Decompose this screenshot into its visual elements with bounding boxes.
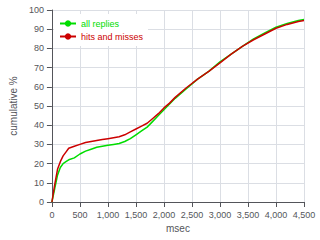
svg-text:70: 70 [34,63,44,73]
svg-text:4,500: 4,500 [293,210,316,220]
svg-text:2,500: 2,500 [181,210,204,220]
svg-text:10: 10 [34,178,44,188]
svg-text:40: 40 [34,120,44,130]
svg-text:1,000: 1,000 [97,210,120,220]
svg-text:2,000: 2,000 [153,210,176,220]
svg-text:3,500: 3,500 [237,210,260,220]
svg-text:100: 100 [29,5,44,15]
svg-text:all replies: all replies [81,19,120,29]
svg-text:20: 20 [34,159,44,169]
svg-text:3,000: 3,000 [209,210,232,220]
svg-text:cumulative %: cumulative % [8,76,19,136]
svg-text:4,000: 4,000 [265,210,288,220]
svg-text:msec: msec [166,223,190,234]
svg-text:60: 60 [34,82,44,92]
svg-text:hits and misses: hits and misses [81,32,144,42]
svg-text:0: 0 [49,210,54,220]
svg-text:80: 80 [34,43,44,53]
svg-text:1,500: 1,500 [125,210,148,220]
svg-text:30: 30 [34,139,44,149]
svg-text:90: 90 [34,24,44,34]
svg-text:50: 50 [34,101,44,111]
svg-text:500: 500 [72,210,87,220]
svg-text:0: 0 [39,197,44,207]
